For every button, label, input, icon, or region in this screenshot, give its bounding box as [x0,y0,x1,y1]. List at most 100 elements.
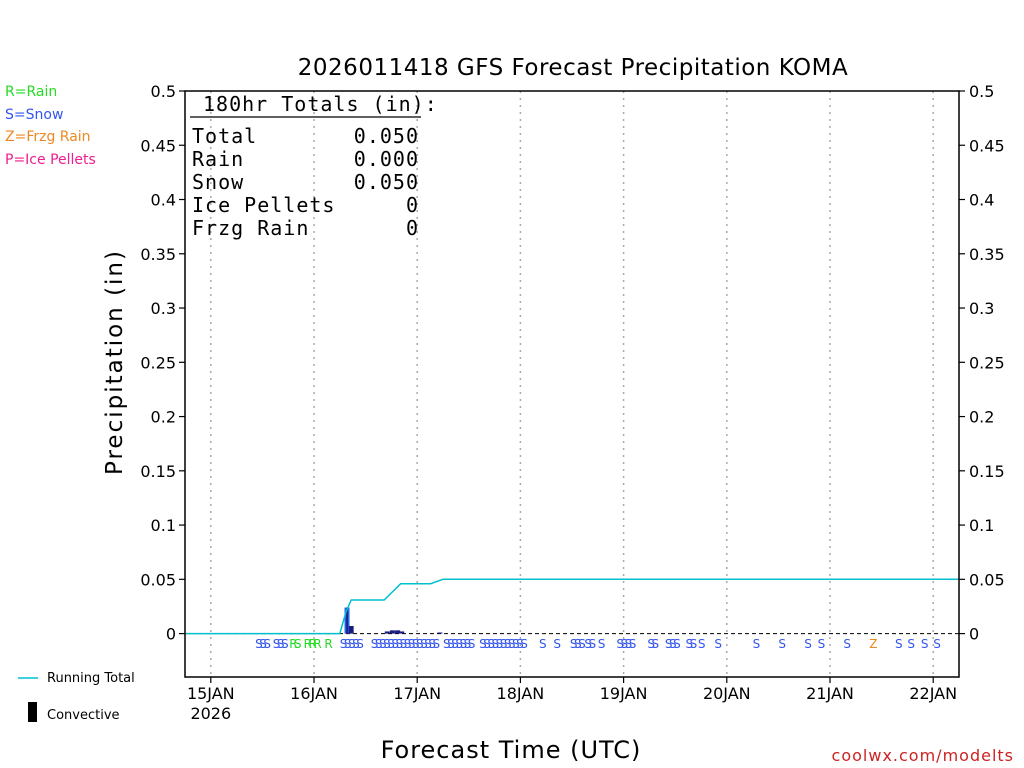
ptype-marker: S [778,637,785,651]
legend-convective: Convective [47,708,120,723]
x-tick-label: 22JAN [909,684,957,703]
x-tick-label: 18JAN [497,684,545,703]
y-tick-label-right: 0.35 [969,245,1005,264]
precip-bar [437,632,443,634]
y-tick-label-right: 0.5 [969,82,994,101]
y-tick-label-left: 0.15 [140,462,176,481]
y-tick-label-left: 0.2 [151,408,176,427]
precip-bar [399,631,405,634]
totals-header: 180hr Totals (in): [203,92,438,116]
y-tick-label-left: 0.05 [140,570,176,589]
ptype-marker: RRR [304,637,322,651]
y-tick-label-left: 0.1 [151,516,176,535]
x-tick-label: 15JAN [187,684,235,703]
ptype-marker: S [753,637,760,651]
x-tick-label: 19JAN [600,684,648,703]
ptype-marker: SSSSSSS [443,637,475,651]
x-tick-label: 16JAN [290,684,338,703]
ptype-marker: SSS [570,637,585,651]
gridlines [210,91,934,677]
ptype-marker: S [804,637,811,651]
totals-row-label: Ice Pellets [192,193,335,217]
totals-row-value: 0.050 [354,170,419,194]
ptype-marker: S [539,637,546,651]
ptype-marker: S [598,637,605,651]
y-tick-label-left: 0.4 [151,191,176,210]
ptype-marker: SSSSSSSSSSS [479,637,527,651]
ptype-marker: SS [584,637,595,651]
plot-frame [184,90,960,678]
y-tick-label-right: 0 [969,625,979,644]
y-tick-label-left: 0 [166,625,176,644]
totals-row-label: Frzg Rain [192,216,309,240]
totals-row-value: 0.000 [354,147,419,171]
chart-title: 2026011418 GFS Forecast Precipitation KO… [298,55,848,81]
ptype-marker: S [895,637,902,651]
ptype-marker: SS [686,637,697,651]
precip-bar-convective [346,607,348,634]
y-tick-label-right: 0.45 [969,136,1005,155]
y-tick-label-right: 0.1 [969,516,994,535]
ptype-marker: S [553,637,560,651]
y-tick-label-right: 0.2 [969,408,994,427]
x-tick-label: 21JAN [806,684,854,703]
precip-bar [395,630,401,634]
ptype-marker: Z [869,637,877,651]
precip-bar [384,631,390,634]
y-tick-label-left: 0.45 [140,136,176,155]
running-total-line [185,578,959,635]
legend-frzg-rain: Z=Frzg Rain [5,129,91,145]
legend-convective-swatch [28,702,37,722]
totals-box: 180hr Totals (in): Total 0.050 Rain 0.000 Sn… [190,92,438,240]
y-tick-label-right: 0.4 [969,191,994,210]
ptype-marker: R [324,637,332,651]
x-tick-label: 20JAN [703,684,751,703]
x-tick-sublabel: 2026 [190,704,231,723]
running-total-series [185,578,959,635]
ptype-marker: SSS [255,637,270,651]
ptype-marker: SS [647,637,658,651]
legend-running-total: Running Total [47,671,135,686]
ptype-marker: S [698,637,705,651]
ptype-marker: SSS [273,637,288,651]
ptype-marker: S [921,637,928,651]
totals-row-value: 0.050 [354,124,419,148]
y-tick-label-right: 0.3 [969,299,994,318]
y-tick-label-left: 0.35 [140,245,176,264]
precip-bar [348,625,354,634]
ptype-marker: S [818,637,825,651]
totals-row-label: Total [192,124,257,148]
ptype-marker: SSSS [616,637,635,651]
x-axis-label: Forecast Time (UTC) [381,736,642,764]
ptype-marker: S [907,637,914,651]
y-tick-label-left: 0.3 [151,299,176,318]
totals-row-label: Snow [192,170,244,194]
totals-row-value: 0 [406,193,419,217]
y-tick-label-right: 0.15 [969,462,1005,481]
y-tick-label-right: 0.05 [969,570,1005,589]
ptype-marker: SSS [665,637,680,651]
totals-row-label: Rain [192,147,244,171]
y-axis-ticks: 0 00.05 0.050.1 0.10.15 0.150.2 0.20.25 0.250.… [140,82,1004,644]
y-tick-label-left: 0.5 [151,82,176,101]
precip-bar [389,630,395,634]
ptype-marker: S [714,637,721,651]
legend-snow: S=Snow [5,107,63,123]
y-axis-label: Precipitation (in) [102,249,128,475]
ptype-marker: SSSSSSSSSSSSSSSS [371,637,440,651]
ptype-marker: S [933,637,940,651]
ptype-marker: S [843,637,850,651]
legend-rain: R=Rain [5,84,57,100]
y-tick-label-right: 0.25 [969,353,1005,372]
credit-link[interactable]: coolwx.com/modelts [832,746,1014,765]
ptype-marker: SSSSS [340,637,363,651]
x-tick-label: 17JAN [393,684,441,703]
legend-ice-pellets: P=Ice Pellets [5,152,96,168]
ptype-markers: SSS SSS RS RRR R SSSSS SSSSSSSSSSSSSSSS SSSSSSS… [255,637,944,651]
totals-row-value: 0 [406,216,419,240]
ptype-marker: RS [289,637,301,651]
y-tick-label-left: 0.25 [140,353,176,372]
precip-bars [344,607,443,634]
